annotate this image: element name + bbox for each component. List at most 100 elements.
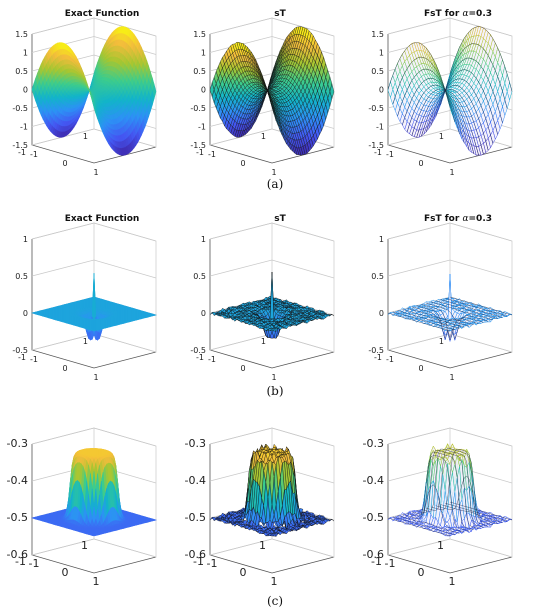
z-tick-label: 1 (23, 49, 28, 58)
x-tick-label: 1 (449, 575, 456, 588)
z-tick-label: 0.5 (193, 272, 206, 281)
panel-c-2: -0.3 -0.4 -0.5 -0.6-1 0 1 1 -1 (185, 427, 335, 588)
panel-b-1: 1 0.5 0 -0.5-1 0 1 1 -1 Exact Function (12, 214, 158, 382)
panel-b-2: 1 0.5 0 -0.5-1 0 1 1 -1 sT (190, 214, 335, 382)
wireframe (387, 296, 513, 341)
z-tick-label: 1 (379, 49, 384, 58)
y-tick-label: 1 (261, 337, 266, 346)
surface (209, 26, 335, 156)
z-tick-label: 1.5 (15, 30, 28, 39)
z-tick-label: 0.5 (193, 67, 206, 76)
x-tick-label: 0 (418, 364, 423, 373)
y-tick-label: -1 (374, 353, 382, 362)
y-tick-label: -1 (193, 555, 204, 568)
gridline (209, 538, 335, 558)
gridline (31, 333, 157, 353)
axes-lines (209, 239, 335, 369)
x-tick-label: 1 (271, 373, 276, 382)
z-tick-label: -0.5 (368, 104, 384, 113)
x-tick-label: 0 (62, 159, 67, 168)
z-tick-label: -0.3 (7, 437, 28, 450)
surface (31, 26, 157, 156)
y-tick-label: -1 (15, 555, 26, 568)
z-tick-label: -1 (198, 123, 206, 132)
z-tick-label: -1.5 (190, 141, 206, 150)
x-tick-label: 0 (418, 159, 423, 168)
y-tick-label: 1 (439, 337, 444, 346)
panel-c-3: -0.3 -0.4 -0.5 -0.6-1 0 1 1 -1 (363, 427, 513, 588)
y-tick-label: -1 (374, 148, 382, 157)
y-tick-label: -1 (371, 555, 382, 568)
x-tick-label: 0 (240, 159, 245, 168)
x-tick-label: -1 (208, 355, 216, 364)
z-tick-label: 0 (23, 309, 28, 318)
gridline (31, 538, 157, 558)
z-tick-label: -0.5 (190, 346, 206, 355)
z-tick-label: -0.5 (363, 511, 384, 524)
gridline (31, 427, 157, 447)
axes-lines (387, 239, 513, 369)
z-tick-label: -0.6 (185, 548, 206, 561)
z-tick-label: -0.5 (12, 104, 28, 113)
surface (387, 274, 513, 343)
z-tick-label: -1 (20, 123, 28, 132)
z-tick-label: 1 (201, 235, 206, 244)
y-tick-label: 1 (261, 132, 266, 141)
gridline (387, 538, 513, 558)
y-tick-label: -1 (18, 148, 26, 157)
z-tick-label: 1.5 (193, 30, 206, 39)
gridline (209, 427, 335, 447)
x-tick-label: 1 (449, 168, 454, 177)
x-tick-label: -1 (30, 150, 38, 159)
surface (30, 273, 158, 341)
panel-title: FsT for α=0.3 (424, 214, 492, 224)
z-tick-label: 0 (23, 86, 28, 95)
wireframe (387, 26, 513, 156)
z-tick-label: -0.5 (12, 346, 28, 355)
z-tick-label: -0.4 (185, 474, 206, 487)
z-tick-label: -0.5 (7, 511, 28, 524)
y-tick-label: -1 (18, 353, 26, 362)
wireframe (387, 448, 513, 537)
z-tick-label: 0.5 (15, 272, 28, 281)
z-tick-label: -0.6 (363, 548, 384, 561)
row-caption: (c) (267, 594, 283, 608)
gridline (209, 222, 335, 242)
axes-lines (209, 444, 335, 574)
z-tick-label: -0.3 (363, 437, 384, 450)
axes-lines (387, 444, 513, 574)
z-tick-label: 1.5 (371, 30, 384, 39)
gridline (387, 17, 513, 37)
gridline (31, 259, 157, 279)
x-tick-label: -1 (386, 150, 394, 159)
z-tick-label: 1 (201, 49, 206, 58)
gridline (31, 222, 157, 242)
gridline (387, 427, 513, 447)
y-tick-label: 1 (439, 132, 444, 141)
x-tick-label: -1 (207, 557, 218, 570)
y-tick-label: 1 (259, 539, 266, 552)
x-tick-label: 0 (240, 566, 247, 579)
y-tick-label: 1 (437, 539, 444, 552)
z-tick-label: -1.5 (368, 141, 384, 150)
z-tick-label: -1 (376, 123, 384, 132)
x-tick-label: 1 (449, 373, 454, 382)
z-tick-label: 0 (201, 86, 206, 95)
surface (387, 443, 513, 537)
y-tick-label: 1 (83, 132, 88, 141)
panel-b-3: 1 0.5 0 -0.5-1 0 1 1 -1 FsT for α=0.3 (368, 214, 513, 382)
z-tick-label: -1.5 (12, 141, 28, 150)
surface (209, 443, 335, 537)
x-tick-label: -1 (208, 150, 216, 159)
x-tick-label: -1 (385, 557, 396, 570)
row-caption: (a) (267, 177, 284, 191)
x-tick-label: 1 (93, 168, 98, 177)
z-tick-label: -0.6 (7, 548, 28, 561)
x-tick-label: -1 (386, 355, 394, 364)
panel-c-1: -0.3 -0.4 -0.5 -0.6-1 0 1 1 -1 (7, 427, 158, 588)
x-tick-label: 1 (93, 575, 100, 588)
